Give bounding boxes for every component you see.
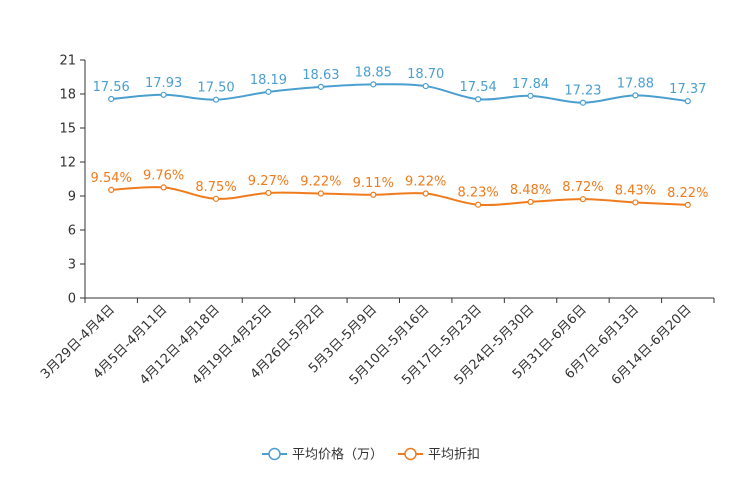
data-label: 18.19 bbox=[250, 73, 287, 88]
data-point bbox=[265, 189, 272, 197]
y-tick-label: 12 bbox=[59, 156, 76, 171]
data-point bbox=[422, 82, 429, 90]
data-point bbox=[108, 186, 115, 193]
series-line-1 bbox=[111, 83, 688, 104]
data-point bbox=[579, 196, 587, 203]
data-point bbox=[579, 99, 587, 106]
data-label: 18.85 bbox=[355, 65, 392, 80]
data-point bbox=[160, 184, 167, 191]
data-point bbox=[527, 198, 534, 205]
data-point bbox=[317, 83, 324, 90]
data-label: 17.88 bbox=[617, 76, 654, 91]
legend-label: 平均价格（万） bbox=[292, 447, 383, 463]
data-point bbox=[212, 195, 220, 202]
data-point bbox=[527, 92, 534, 99]
data-label: 8.75% bbox=[195, 180, 236, 195]
data-label: 8.23% bbox=[457, 186, 498, 201]
data-point bbox=[475, 96, 482, 103]
data-label: 9.22% bbox=[300, 175, 341, 190]
y-tick-label: 6 bbox=[68, 224, 76, 239]
data-point bbox=[370, 81, 377, 88]
data-point bbox=[632, 199, 639, 206]
data-label: 17.23 bbox=[564, 84, 601, 99]
data-point bbox=[632, 92, 639, 99]
data-point bbox=[370, 191, 377, 198]
y-tick-label: 9 bbox=[68, 190, 76, 205]
data-label: 9.22% bbox=[405, 175, 446, 190]
data-point bbox=[265, 88, 272, 95]
legend-marker bbox=[404, 447, 417, 461]
data-label: 8.72% bbox=[562, 180, 603, 195]
data-label: 17.54 bbox=[460, 80, 497, 95]
data-label: 8.48% bbox=[510, 183, 551, 198]
data-point bbox=[475, 201, 482, 208]
data-point bbox=[317, 190, 324, 197]
legend-label: 平均折扣 bbox=[428, 448, 480, 463]
data-label: 18.63 bbox=[302, 68, 339, 83]
data-point bbox=[212, 96, 220, 103]
data-label: 8.22% bbox=[667, 186, 708, 201]
y-tick-label: 0 bbox=[68, 292, 76, 307]
data-label: 9.27% bbox=[248, 174, 289, 189]
data-label: 9.54% bbox=[91, 171, 132, 186]
y-tick-label: 18 bbox=[59, 88, 76, 103]
data-point bbox=[684, 201, 691, 208]
data-label: 17.37 bbox=[669, 82, 706, 97]
data-label: 8.43% bbox=[615, 183, 656, 198]
series-line-2 bbox=[111, 186, 688, 207]
y-tick-label: 3 bbox=[68, 258, 76, 273]
data-label: 9.11% bbox=[353, 176, 394, 191]
y-tick-label: 15 bbox=[59, 122, 76, 137]
data-point bbox=[422, 190, 429, 197]
data-point bbox=[108, 95, 115, 103]
legend-marker bbox=[268, 447, 281, 461]
data-label: 17.84 bbox=[512, 77, 549, 92]
data-point bbox=[684, 98, 691, 105]
data-label: 17.50 bbox=[197, 81, 234, 96]
data-label: 9.76% bbox=[143, 168, 184, 183]
data-label: 18.70 bbox=[407, 67, 444, 82]
data-label: 17.56 bbox=[93, 80, 130, 95]
data-point bbox=[160, 91, 167, 98]
y-tick-label: 21 bbox=[59, 54, 76, 69]
data-label: 17.93 bbox=[145, 76, 182, 91]
